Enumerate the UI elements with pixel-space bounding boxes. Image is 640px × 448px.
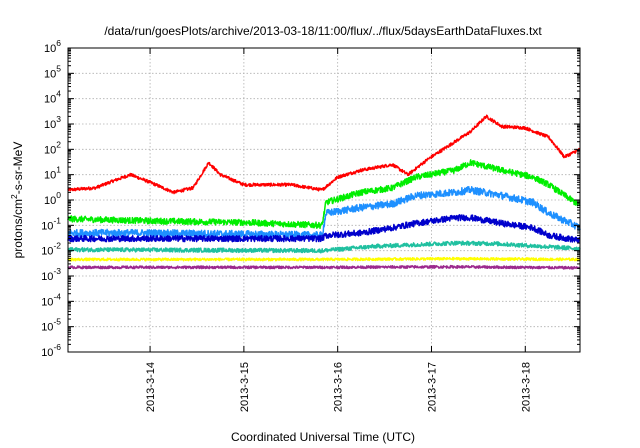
series-line — [67, 256, 581, 262]
x-tick-label: 2013-3-14 — [145, 362, 157, 412]
y-tick-label: 100 — [44, 190, 61, 207]
y-tick-label: 103 — [44, 114, 61, 131]
y-tick-label: 106 — [44, 38, 61, 55]
y-tick-label: 104 — [44, 89, 61, 106]
series-line — [67, 264, 581, 270]
y-tick-label: 10-5 — [41, 317, 61, 334]
series-group — [67, 114, 581, 270]
series-line — [67, 185, 581, 240]
axes-group: 10-6 10-5 10-4 10-3 10-2 10-1 100 101 102 103 104 1… — [41, 38, 580, 412]
x-tick-label: 2013-3-17 — [426, 362, 438, 412]
y-axis-label: protons/cm2-s-sr-MeV — [9, 142, 25, 259]
series-line — [67, 214, 581, 244]
y-tick-label: 101 — [44, 165, 61, 182]
x-tick-label: 2013-3-18 — [520, 362, 532, 412]
x-tick-label: 2013-3-16 — [333, 362, 345, 412]
y-tick-label: 10-2 — [41, 241, 61, 258]
y-tick-label: 10-1 — [41, 215, 61, 232]
x-tick-label: 2013-3-15 — [239, 362, 251, 412]
y-tick-label: 10-6 — [41, 342, 61, 359]
series-line — [67, 159, 581, 230]
series-line — [67, 114, 581, 195]
grid-lines — [68, 48, 580, 352]
x-axis-label: Coordinated Universal Time (UTC) — [231, 430, 415, 444]
y-tick-label: 102 — [44, 139, 61, 156]
y-tick-label: 10-3 — [41, 266, 61, 283]
y-tick-label: 10-4 — [41, 291, 61, 308]
series-line — [67, 240, 581, 254]
chart-title: /data/run/goesPlots/archive/2013-03-18/1… — [104, 24, 542, 38]
y-tick-label: 105 — [44, 63, 61, 80]
